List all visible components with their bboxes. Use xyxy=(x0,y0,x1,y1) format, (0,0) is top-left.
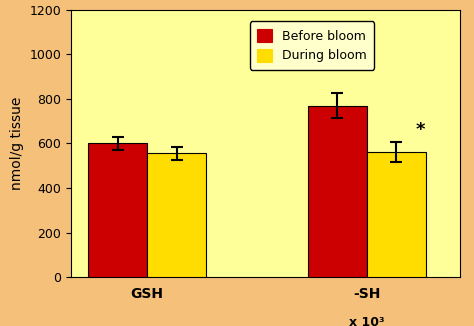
Bar xyxy=(308,106,367,277)
Y-axis label: nmol/g tissue: nmol/g tissue xyxy=(10,97,24,190)
Bar xyxy=(367,152,426,277)
Bar xyxy=(147,154,206,277)
Text: x 10³: x 10³ xyxy=(349,316,384,326)
Text: *: * xyxy=(415,121,425,139)
Bar xyxy=(88,143,147,277)
Legend: Before bloom, During bloom: Before bloom, During bloom xyxy=(250,22,374,70)
